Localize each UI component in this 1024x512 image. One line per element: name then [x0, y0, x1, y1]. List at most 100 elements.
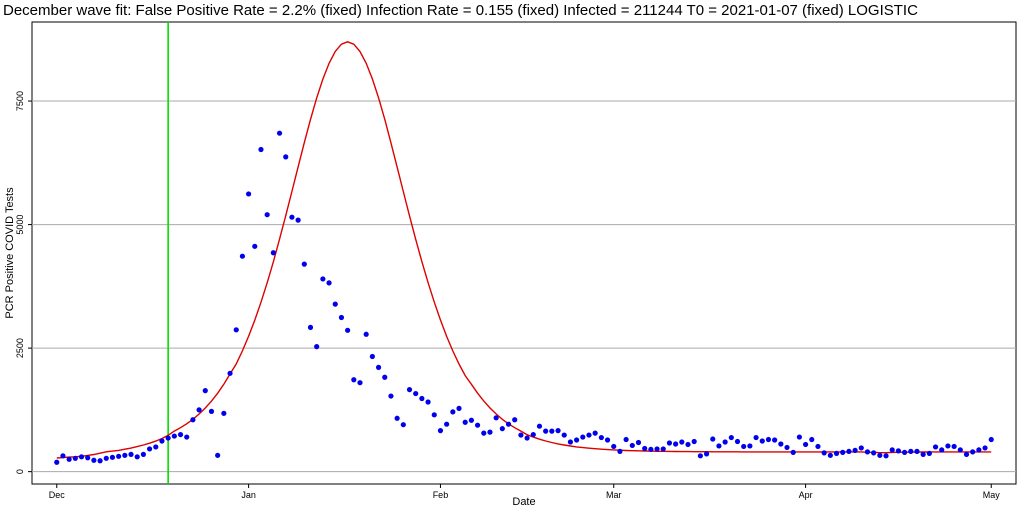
data-point [493, 415, 499, 421]
data-point [567, 439, 574, 445]
data-point [691, 438, 697, 445]
y-axis-ticks: 0 2500 5000 7500 [15, 91, 32, 474]
data-point [66, 456, 72, 462]
data-point [951, 443, 957, 450]
data-point [425, 399, 431, 405]
data-point [314, 344, 320, 350]
data-point [252, 243, 258, 249]
data-point [772, 437, 778, 443]
data-point [109, 454, 116, 460]
data-point [543, 428, 549, 434]
data-point [431, 412, 437, 418]
y-tick-label: 2500 [15, 338, 25, 358]
data-point [741, 443, 747, 450]
data-point [611, 443, 617, 450]
data-point [128, 451, 134, 457]
data-point [623, 436, 629, 443]
data-point [840, 449, 846, 455]
data-point [326, 280, 332, 286]
data-point [716, 443, 722, 449]
data-point [437, 428, 444, 434]
data-point [902, 449, 908, 455]
data-point [914, 448, 920, 454]
data-point [103, 455, 109, 461]
x-tick-label: Apr [799, 490, 813, 500]
data-point [363, 331, 369, 337]
data-point [388, 393, 394, 399]
data-point [85, 455, 91, 461]
data-point [778, 441, 784, 447]
data-point [549, 428, 555, 434]
data-point [307, 324, 314, 330]
data-point [481, 430, 487, 436]
data-point [976, 447, 982, 453]
data-point [177, 431, 184, 438]
data-points [54, 130, 994, 465]
data-point [375, 364, 382, 370]
data-point [604, 437, 611, 443]
data-point [685, 441, 691, 448]
data-point [703, 451, 710, 457]
y-tick-label: 0 [15, 469, 25, 474]
data-point [258, 146, 264, 153]
data-point [518, 432, 524, 438]
data-point [146, 446, 153, 452]
data-point [338, 314, 345, 321]
data-point [91, 457, 97, 463]
data-point [159, 438, 165, 444]
data-point [215, 452, 221, 458]
data-point [864, 449, 871, 455]
data-point [505, 421, 512, 427]
data-point [512, 417, 518, 423]
data-point [555, 428, 561, 434]
data-point [116, 453, 122, 459]
data-point [710, 436, 716, 442]
x-tick-label: May [983, 490, 1001, 500]
data-point [419, 395, 425, 402]
data-point [598, 434, 604, 441]
data-point [988, 436, 994, 443]
data-point [134, 454, 140, 460]
data-point [153, 444, 159, 450]
fit-curve [56, 41, 992, 459]
data-point [642, 445, 648, 452]
data-point [592, 430, 598, 436]
data-point [586, 432, 592, 438]
data-point [827, 452, 833, 458]
data-point [654, 446, 660, 452]
data-point [462, 419, 468, 425]
data-point [889, 447, 895, 453]
data-point [394, 415, 400, 421]
data-point [580, 434, 586, 440]
data-point [474, 422, 481, 428]
data-point [413, 390, 419, 397]
data-point [963, 451, 970, 457]
x-tick-label: Mar [606, 490, 622, 500]
data-point [140, 451, 146, 457]
fit-line [56, 41, 992, 459]
data-point [227, 370, 233, 376]
data-point [679, 439, 685, 445]
chart-title: December wave fit: False Positive Rate =… [3, 2, 918, 19]
data-point [233, 327, 239, 333]
data-point [301, 261, 307, 267]
data-point [666, 440, 673, 446]
x-tick-label: Dec [49, 490, 66, 500]
data-point [932, 444, 939, 450]
data-point [499, 426, 505, 432]
data-point [846, 448, 852, 454]
y-tick-label: 7500 [15, 91, 25, 111]
data-point [765, 436, 772, 443]
data-point [369, 353, 375, 360]
data-point [530, 431, 536, 438]
data-point [406, 387, 413, 393]
data-point [833, 450, 840, 456]
data-point [852, 447, 858, 453]
data-point [78, 454, 85, 460]
data-point [802, 441, 809, 448]
data-point [468, 417, 474, 423]
data-point [97, 458, 103, 464]
data-point [221, 410, 227, 416]
data-point [815, 443, 821, 450]
data-point [908, 448, 914, 454]
